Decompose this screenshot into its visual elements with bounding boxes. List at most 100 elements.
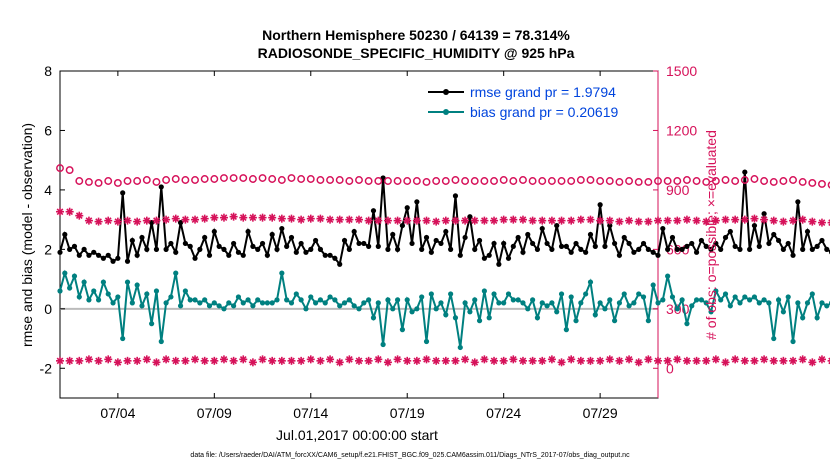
bias-point — [525, 306, 531, 312]
obs_evaluated-point — [219, 213, 228, 222]
obs-possible-point — [654, 177, 662, 185]
obs_bottom-point — [306, 355, 315, 364]
obs-possible-point — [721, 176, 730, 184]
bias-point — [91, 288, 97, 294]
bias-point — [419, 294, 425, 300]
rmse-point — [602, 243, 608, 249]
rmse-point — [110, 258, 116, 264]
obs_bottom-point — [239, 355, 248, 364]
obs_evaluated-point — [181, 215, 190, 224]
obs-possible-point — [297, 175, 306, 183]
obs_evaluated-point — [779, 217, 788, 226]
left-y-tick-label: -2 — [40, 360, 53, 376]
obs-possible-point — [306, 175, 315, 183]
obs_bottom-point — [123, 356, 132, 365]
obs_evaluated-point — [84, 216, 93, 225]
bias-point — [636, 291, 642, 297]
bias-point — [689, 303, 695, 309]
obs_evaluated-point — [287, 214, 296, 223]
rmse-point — [785, 240, 791, 247]
bias-point — [327, 294, 333, 300]
bias-point — [795, 300, 801, 306]
bias-point — [443, 312, 449, 318]
rmse-point — [573, 240, 579, 247]
bias-point — [607, 297, 613, 303]
bias-point — [679, 297, 685, 303]
obs_evaluated-point — [277, 214, 286, 223]
obs_evaluated-point — [769, 216, 778, 225]
x-tick-label: 07/29 — [583, 405, 618, 421]
rmse-point — [250, 243, 256, 249]
bias-point — [428, 291, 434, 297]
obs_evaluated-point — [326, 215, 335, 224]
obs_evaluated-point — [509, 215, 518, 224]
obs_evaluated-point — [808, 217, 817, 226]
bias-point — [346, 297, 352, 303]
bias-point — [332, 297, 338, 303]
obs_bottom-point — [181, 356, 190, 365]
obs_bottom-point — [268, 356, 277, 365]
obs-possible-point — [422, 178, 431, 186]
obs_evaluated-point — [654, 216, 662, 225]
obs_evaluated-point — [721, 215, 730, 224]
obs_bottom-point — [644, 355, 653, 364]
obs-possible-point — [634, 178, 643, 186]
obs-possible-point — [615, 178, 624, 186]
rmse-point — [549, 246, 555, 252]
obs_evaluated-point — [412, 216, 421, 225]
obs_bottom-point — [142, 355, 151, 364]
obs-possible-point — [760, 177, 769, 185]
bias-point — [505, 291, 512, 297]
rmse-point — [144, 246, 150, 252]
rmse-point — [669, 234, 676, 241]
bias-point — [761, 297, 767, 303]
obs-possible-point — [75, 177, 84, 185]
bias-point — [467, 309, 473, 315]
obs_bottom-point — [499, 356, 508, 365]
bias-point — [703, 300, 709, 306]
bias-point — [438, 300, 444, 306]
obs-possible-point — [383, 177, 392, 185]
rmse-point — [182, 240, 188, 247]
bias-point — [520, 300, 526, 306]
bias-point — [255, 297, 261, 303]
bias-point — [337, 303, 343, 309]
obs_evaluated-point — [355, 215, 363, 224]
obs-possible-point — [499, 176, 508, 184]
rmse-point — [404, 205, 410, 211]
bias-point — [727, 303, 733, 309]
bias-point — [660, 297, 666, 303]
bias-point — [481, 288, 487, 294]
bias-point — [756, 300, 762, 306]
bias-point — [149, 321, 155, 327]
obs_evaluated-point — [518, 215, 527, 224]
obs_evaluated-point — [200, 214, 209, 223]
bias-point — [404, 297, 410, 303]
bias-point — [549, 300, 555, 306]
obs_bottom-point — [210, 356, 219, 365]
obs-possible-point — [596, 177, 605, 185]
rmse-point — [607, 222, 613, 229]
obs_bottom-point — [673, 355, 682, 364]
rmse-point — [718, 246, 724, 252]
rmse-point — [481, 255, 487, 261]
plot-area: 07/0407/0907/1407/1907/2407/29-202468030… — [40, 63, 830, 421]
bias-point — [611, 318, 618, 324]
rmse-point — [390, 231, 396, 238]
obs-possible-point — [461, 177, 470, 185]
obs-possible-point — [191, 176, 199, 184]
bias-point — [235, 294, 242, 300]
rmse-point — [312, 237, 319, 244]
rmse-point — [71, 243, 78, 249]
rmse-point — [351, 228, 357, 235]
bias-point — [568, 294, 574, 300]
rmse-point — [804, 228, 811, 235]
right-y-tick-label: 0 — [666, 360, 674, 376]
rmse-point — [346, 246, 352, 252]
obs-possible-point — [625, 177, 634, 185]
rmse-point — [105, 252, 111, 258]
obs_bottom-point — [113, 358, 122, 367]
obs_bottom-point — [490, 356, 499, 365]
obs-possible-point — [229, 174, 238, 182]
obs-possible-point — [220, 174, 228, 182]
